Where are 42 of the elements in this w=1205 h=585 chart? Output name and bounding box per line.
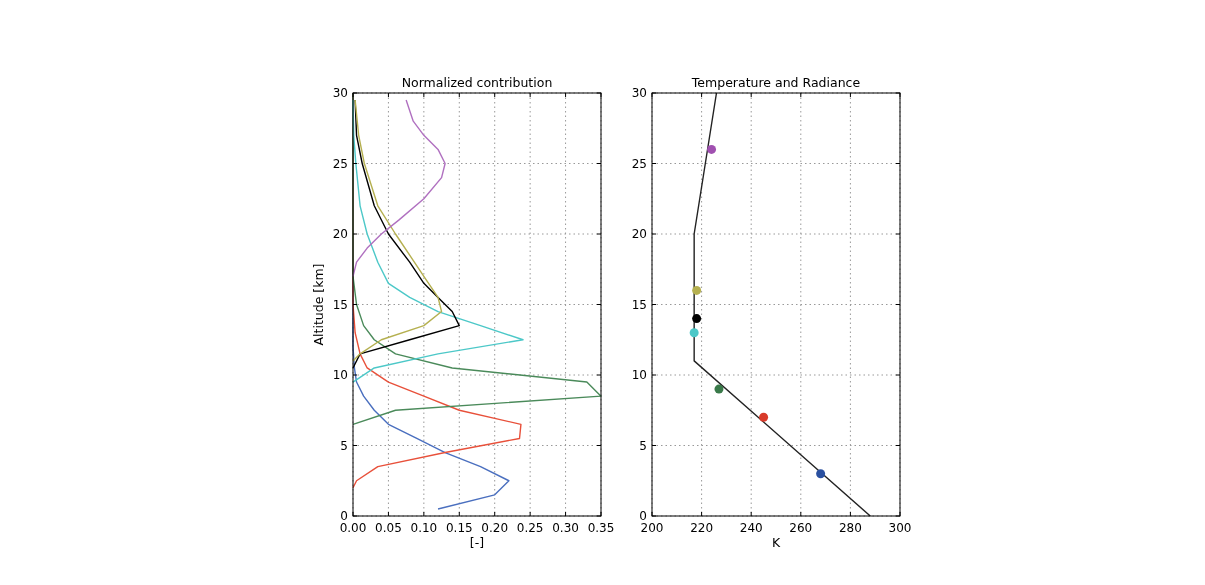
x-tick-label: 0.20 (481, 521, 509, 535)
x-axis-title: [-] (469, 535, 485, 550)
y-tick-label: 5 (639, 438, 647, 453)
y-tick-label: 20 (631, 227, 647, 242)
x-tick-label: 200 (640, 521, 664, 535)
x-tick-label: 0.05 (375, 521, 402, 535)
y-tick-label: 15 (631, 297, 647, 312)
point (816, 469, 826, 479)
y-tick-label: 25 (631, 156, 647, 171)
y-tick-label: 5 (340, 438, 348, 453)
point (689, 328, 699, 338)
chart-title: Normalized contribution (401, 75, 553, 90)
y-tick-label: 10 (631, 368, 647, 383)
line-series (352, 99, 443, 362)
y-tick-label: 15 (332, 297, 348, 312)
x-tick-label: 0.15 (445, 521, 473, 535)
line-series (693, 92, 871, 517)
x-tick-label: 300 (888, 521, 912, 535)
y-tick-label: 10 (332, 368, 348, 383)
x-axis-title: K (771, 535, 781, 550)
x-tick-label: 280 (838, 521, 862, 535)
x-tick-label: 240 (739, 521, 763, 535)
point (714, 384, 724, 394)
y-tick-label: 30 (631, 86, 647, 101)
point (692, 314, 702, 324)
y-tick-label: 25 (332, 156, 348, 171)
x-tick-label: 0.25 (516, 521, 544, 535)
x-tick-label: 0.35 (587, 521, 615, 535)
y-axis-title: Altitude [km] (311, 263, 326, 346)
chart-title: Temperature and Radiance (690, 75, 861, 90)
y-tick-label: 20 (332, 227, 348, 242)
y-tick-label: 0 (639, 509, 647, 524)
x-tick-label: 0.30 (552, 521, 579, 535)
y-tick-label: 30 (332, 86, 348, 101)
x-tick-label: 0.10 (410, 521, 438, 535)
x-tick-label: 220 (690, 521, 714, 535)
x-tick-label: 260 (789, 521, 813, 535)
point (707, 144, 717, 154)
point (759, 412, 769, 422)
point (692, 285, 702, 295)
y-tick-label: 0 (340, 509, 348, 524)
x-tick-label: 0.00 (339, 521, 367, 535)
